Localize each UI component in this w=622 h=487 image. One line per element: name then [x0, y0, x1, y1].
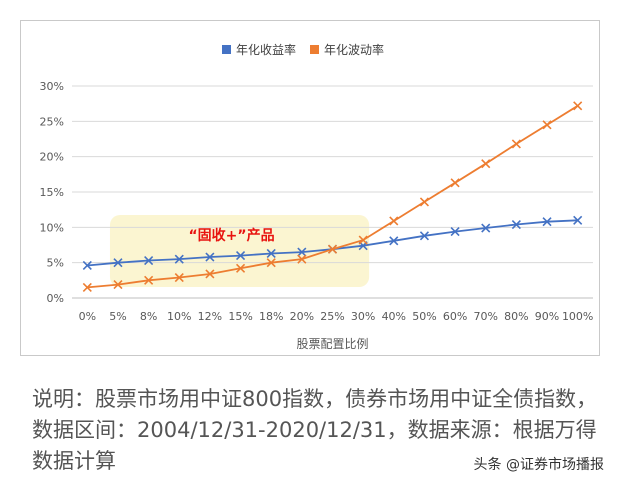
- data-point: [235, 263, 246, 273]
- data-point: [113, 258, 123, 268]
- line-chart: 0% 5% 10% 15% 20% 25% 30% 0% 5% 8% 10% 12% 15% 18% 20%…: [40, 42, 594, 351]
- data-point: [297, 247, 307, 257]
- x-tick-label: 60%: [443, 310, 467, 323]
- data-point: [511, 139, 521, 149]
- data-point: [144, 275, 154, 285]
- data-point: [205, 269, 215, 279]
- data-point: [419, 197, 430, 207]
- data-point: [113, 280, 123, 290]
- chart-caption: 说明：股票市场用中证800指数，债券市场用中证全债指数，数据区间：2004/12…: [32, 387, 598, 473]
- data-point: [174, 254, 184, 264]
- y-tick-label: 20%: [40, 151, 64, 164]
- x-axis-title: 股票配置比例: [296, 337, 368, 351]
- x-tick-label: 30%: [351, 310, 375, 323]
- x-tick-label: 40%: [382, 310, 406, 323]
- y-tick-label: 30%: [40, 80, 64, 93]
- data-point: [481, 159, 491, 169]
- x-tick-label: 90%: [535, 310, 559, 323]
- x-tick-label: 18%: [259, 310, 283, 323]
- x-tick-label: 100%: [562, 310, 593, 323]
- x-tick-label: 12%: [198, 310, 222, 323]
- data-point: [297, 254, 307, 264]
- source-watermark: 头条 @证券市场播报: [473, 457, 604, 473]
- legend-swatch: [310, 45, 319, 54]
- data-point: [389, 236, 399, 246]
- data-point: [481, 223, 491, 233]
- data-point: [573, 215, 583, 225]
- data-point: [82, 282, 92, 292]
- data-point: [542, 120, 552, 130]
- data-point: [358, 235, 368, 245]
- y-tick-label: 5%: [47, 257, 64, 270]
- data-point: [389, 216, 399, 226]
- y-tick-label: 25%: [40, 115, 64, 128]
- data-point: [419, 231, 430, 241]
- legend-swatch: [222, 45, 231, 54]
- legend-label: 年化波动率: [324, 42, 384, 57]
- data-point: [327, 244, 338, 254]
- data-point: [235, 251, 246, 261]
- x-tick-label: 25%: [320, 310, 344, 323]
- data-point: [542, 217, 552, 227]
- legend-label: 年化收益率: [236, 42, 296, 57]
- data-point: [511, 219, 521, 230]
- data-point: [266, 248, 276, 259]
- y-tick-label: 10%: [40, 221, 64, 234]
- data-point: [82, 260, 92, 271]
- x-tick-label: 20%: [290, 310, 314, 323]
- chart-container: 0% 5% 10% 15% 20% 25% 30% 0% 5% 8% 10% 12% 15% 18% 20%…: [20, 20, 600, 356]
- x-tick-label: 15%: [228, 310, 252, 323]
- annotation-label: “固收+”产品: [188, 227, 274, 244]
- x-tick-label: 80%: [504, 310, 528, 323]
- highlight-band: [109, 215, 370, 287]
- x-tick-label: 8%: [140, 310, 157, 323]
- x-tick-label: 5%: [109, 310, 126, 323]
- x-tick-label: 50%: [412, 310, 436, 323]
- data-point: [205, 252, 215, 262]
- data-point: [573, 101, 583, 111]
- x-tick-label: 70%: [474, 310, 498, 323]
- x-tick-label: 0%: [79, 310, 96, 323]
- x-tick-label: 10%: [167, 310, 191, 323]
- data-point: [174, 272, 184, 283]
- y-tick-label: 0%: [47, 292, 64, 305]
- data-point: [450, 178, 460, 188]
- data-point: [450, 227, 460, 237]
- data-point: [266, 258, 276, 268]
- y-tick-label: 15%: [40, 186, 64, 199]
- data-point: [144, 255, 154, 266]
